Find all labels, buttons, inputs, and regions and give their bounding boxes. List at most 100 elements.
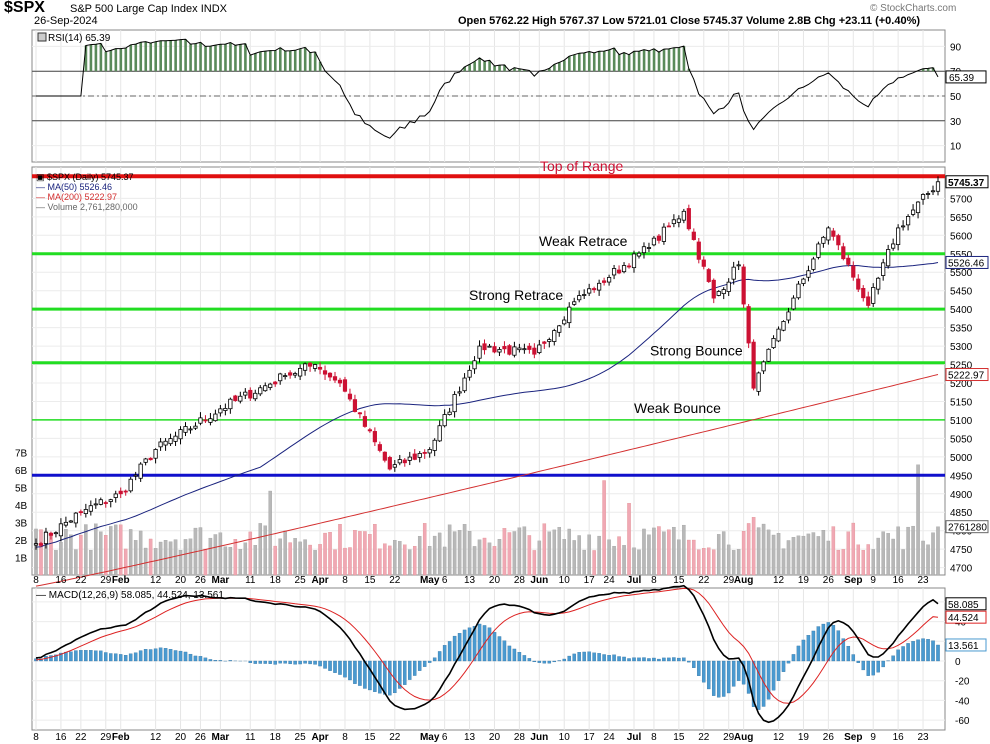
candle-body	[407, 456, 412, 461]
macd-legend-label: — MACD(12,26,9) 58.085, 44.524, 13.561	[36, 590, 224, 601]
candle-body	[278, 373, 283, 382]
x-axis-label: Aug	[734, 575, 753, 586]
price-tick-label: 5100	[950, 416, 973, 427]
candle-body	[537, 344, 542, 354]
volume-bar	[79, 534, 83, 576]
macd-histogram-bar	[567, 655, 571, 662]
macd-histogram-bar	[143, 649, 148, 662]
volume-bar	[527, 535, 532, 576]
candle-body	[766, 348, 771, 362]
volume-bar	[926, 544, 930, 576]
macd-histogram-bar	[218, 660, 223, 662]
x-axis-label: 8	[651, 575, 657, 586]
rsi-overbought-fill	[587, 51, 591, 72]
rsi-overbought-fill	[259, 51, 262, 72]
macd-histogram-bar	[94, 650, 98, 662]
volume-bar	[283, 530, 287, 576]
volume-tick-label: 4B	[15, 501, 28, 512]
volume-bar	[891, 538, 895, 576]
volume-bar	[547, 531, 552, 576]
volume-bar	[303, 539, 307, 576]
volume-tick-label: 7B	[15, 449, 28, 460]
macd-histogram-bar	[846, 645, 851, 662]
macd-panel: 6040200-20-40-60— MACD(12,26,9) 58.085, …	[32, 584, 987, 727]
x-axis-label: 12	[150, 575, 162, 586]
macd-histogram-bar	[178, 650, 183, 662]
macd-histogram-bar	[49, 655, 53, 662]
volume-bar	[228, 547, 233, 576]
volume-bar	[492, 546, 497, 576]
level-annotation: Top of Range	[540, 158, 623, 174]
macd-histogram-bar	[84, 650, 88, 662]
macd-histogram-bar	[791, 654, 796, 662]
volume-bar	[557, 527, 562, 576]
volume-bar	[113, 524, 118, 576]
macd-histogram-bar	[163, 648, 168, 662]
macd-histogram-bar	[477, 623, 482, 662]
candle-body	[268, 383, 273, 388]
rsi-overbought-fill	[94, 44, 98, 72]
candle-body	[312, 364, 318, 369]
x-axis-label: 17	[584, 575, 596, 586]
macd-histogram-bar	[113, 653, 118, 662]
rsi-overbought-fill	[602, 51, 606, 72]
candle-body	[183, 426, 188, 433]
panel-frame	[31, 166, 946, 576]
candle-body	[716, 291, 721, 296]
macd-histogram-bar	[776, 660, 781, 681]
macd-histogram-bar	[522, 655, 527, 662]
macd-histogram-bar	[667, 657, 671, 662]
volume-bar	[482, 537, 487, 576]
macd-tick-label: -20	[955, 677, 970, 688]
candle-body	[741, 266, 746, 305]
volume-bar	[123, 548, 128, 576]
volume-bar	[118, 524, 123, 576]
volume-bar	[203, 548, 208, 576]
x-axis-label: 20	[489, 575, 501, 586]
rsi-overbought-fill	[89, 44, 93, 72]
ma200-tag: 5222.97	[948, 371, 985, 382]
rsi-overbought-fill	[99, 43, 103, 72]
volume-bar	[896, 526, 900, 576]
ma200-line	[35, 374, 939, 587]
rsi-overbought-fill	[582, 52, 586, 72]
macd-histogram-bar	[109, 653, 113, 662]
macd-histogram-bar	[278, 660, 282, 664]
rsi-overbought-fill	[637, 51, 641, 72]
volume-bar	[731, 550, 736, 576]
macd-histogram-bar	[268, 660, 272, 664]
x-axis-label: 15	[364, 732, 376, 743]
rsi-overbought-fill	[652, 48, 656, 72]
macd-line	[35, 584, 939, 724]
candle-body	[925, 193, 931, 195]
macd-histogram-bar	[248, 660, 253, 664]
macd-histogram-bar	[936, 644, 940, 662]
volume-bar	[657, 526, 661, 576]
rsi-overbought-fill	[463, 66, 466, 72]
volume-bar	[168, 541, 173, 576]
volume-bar	[59, 542, 63, 576]
volume-bar	[801, 535, 806, 576]
macd-histogram-bar	[866, 660, 870, 676]
candle-body	[552, 330, 557, 342]
volume-bar	[273, 545, 277, 576]
macd-histogram-bar	[273, 660, 277, 665]
candle-body	[711, 279, 716, 299]
macd-histogram-bar	[682, 657, 686, 662]
volume-bar	[158, 541, 163, 576]
macd-histogram-bar	[338, 660, 342, 675]
macd-histogram-bar	[487, 627, 492, 662]
volume-bar	[607, 539, 611, 576]
macd-histogram-bar	[258, 660, 263, 664]
volume-bar	[398, 541, 402, 576]
volume-bar	[84, 524, 88, 576]
candle-body	[33, 543, 39, 546]
candle-body	[143, 458, 148, 463]
candle-body	[691, 231, 696, 240]
macd-tag-box	[945, 597, 987, 611]
candle-body	[128, 478, 133, 492]
candle-body	[437, 425, 442, 442]
candle-body	[58, 523, 64, 537]
rsi-overbought-fill	[298, 48, 302, 72]
